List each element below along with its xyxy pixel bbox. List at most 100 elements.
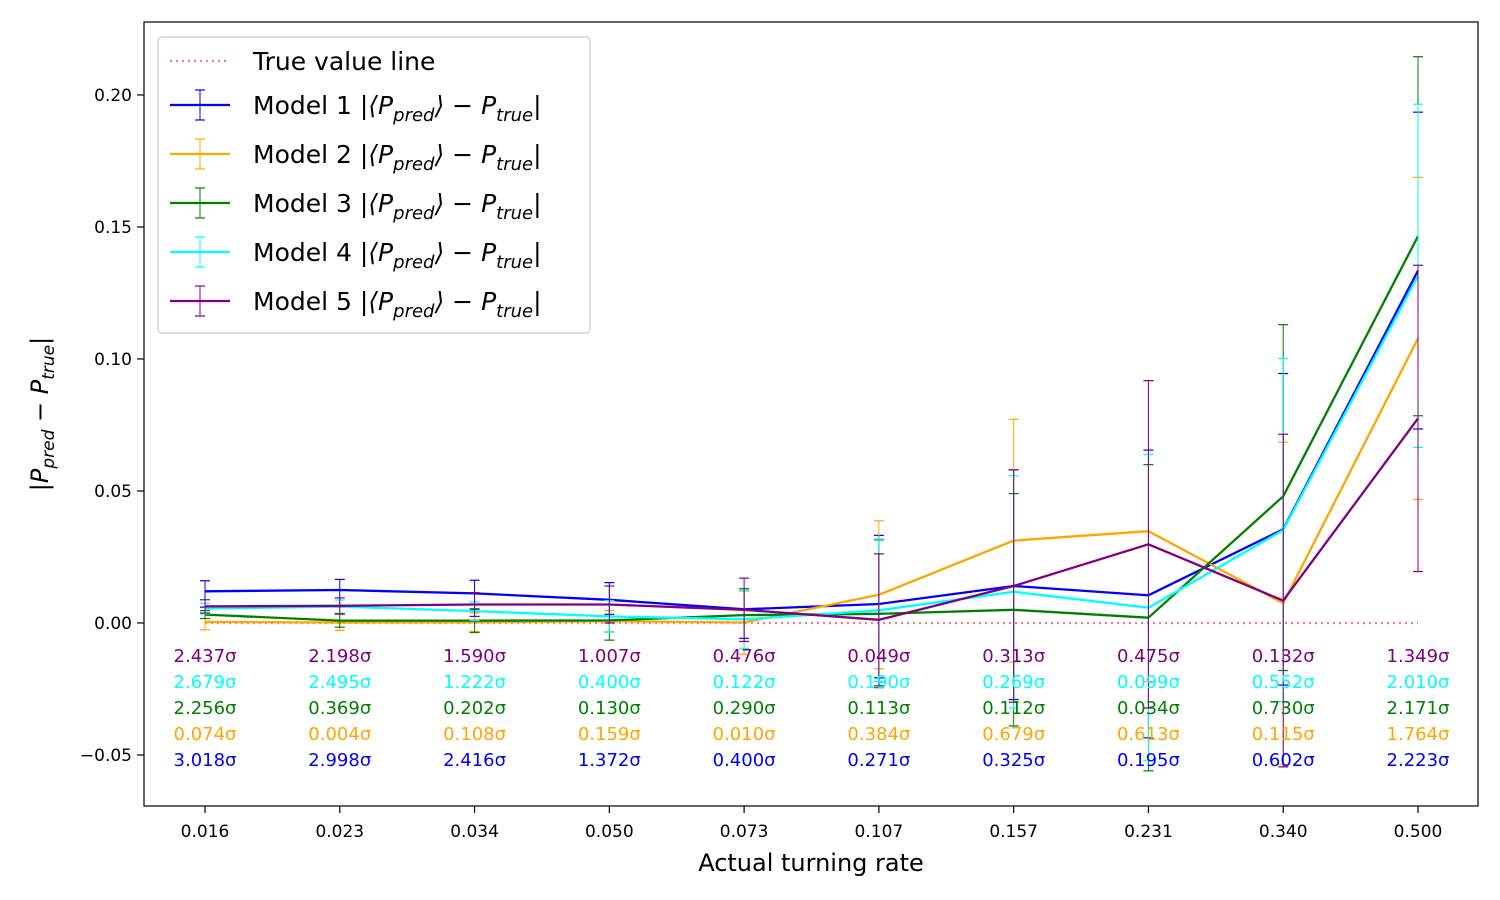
model-3-sigma-label: 0.369σ xyxy=(308,698,371,719)
x-tick-label: 0.034 xyxy=(450,822,499,842)
model-5-sigma-label: 0.049σ xyxy=(847,646,910,667)
model-1-sigma-label: 0.195σ xyxy=(1117,750,1180,771)
x-tick-label: 0.157 xyxy=(989,822,1038,842)
legend-text-part: |⟨P xyxy=(360,287,394,316)
legend-text-part: true xyxy=(496,301,533,322)
x-tick-label: 0.073 xyxy=(720,822,769,842)
legend-text-part: | xyxy=(533,287,541,316)
model-2-sigma-label: 0.384σ xyxy=(847,724,910,745)
legend-text-part: Model 1 xyxy=(253,91,360,120)
legend-model-3-label: Model 3 |⟨Ppred⟩ − Ptrue| xyxy=(253,189,542,224)
chart-marks xyxy=(200,56,1423,772)
y-tick-label: 0.10 xyxy=(94,350,132,370)
y-axis-title-mid: − P xyxy=(26,379,54,429)
legend-model-2-label: Model 2 |⟨Ppred⟩ − Ptrue| xyxy=(253,140,542,175)
model-1-sigma-label: 2.998σ xyxy=(308,750,371,771)
legend-text-part: true xyxy=(496,154,533,175)
model-3-sigma-label: 2.171σ xyxy=(1387,698,1450,719)
legend-text-part: pred xyxy=(392,252,435,273)
legend-text-part: ⟩ − P xyxy=(433,91,497,120)
legend-text-part: |⟨P xyxy=(360,91,394,120)
y-axis-title-part: |P xyxy=(26,468,54,491)
legend-text-part: |⟨P xyxy=(360,238,394,267)
legend-text-part: | xyxy=(533,91,541,120)
model-5-sigma-label: 2.198σ xyxy=(308,646,371,667)
x-tick-label: 0.340 xyxy=(1259,822,1308,842)
model-1-sigma-label: 2.223σ xyxy=(1387,750,1450,771)
model-1-sigma-label: 0.602σ xyxy=(1252,750,1315,771)
model-3-sigma-label: 0.113σ xyxy=(847,698,910,719)
model-4-sigma-label: 0.099σ xyxy=(1117,672,1180,693)
model-1-sigma-label: 0.325σ xyxy=(982,750,1045,771)
x-axis-title: Actual turning rate xyxy=(698,849,924,877)
legend-true-line-label: True value line xyxy=(252,47,435,76)
legend-text-part: |⟨P xyxy=(360,140,394,169)
legend-text-part: pred xyxy=(392,301,435,322)
x-tick-label: 0.107 xyxy=(855,822,904,842)
legend-text-part: true xyxy=(496,252,533,273)
legend-text-part: true xyxy=(496,105,533,126)
model-5-line xyxy=(204,417,1419,621)
model-1-sigma-label: 3.018σ xyxy=(174,750,237,771)
y-tick-label: 0.15 xyxy=(94,218,132,238)
y-axis-title-sub-pred: pred xyxy=(39,429,59,469)
model-5-sigma-label: 0.132σ xyxy=(1252,646,1315,667)
model-4-sigma-label: 2.495σ xyxy=(308,672,371,693)
model-1-sigma-label: 2.416σ xyxy=(443,750,506,771)
legend-text-part: Model 3 xyxy=(253,189,360,218)
plot-frame xyxy=(143,21,1479,807)
legend-text-part: Model 4 xyxy=(253,238,360,267)
x-tick-label: 0.023 xyxy=(315,822,364,842)
legend-model-5-label: Model 5 |⟨Ppred⟩ − Ptrue| xyxy=(253,287,542,322)
model-3-sigma-label: 0.290σ xyxy=(713,698,776,719)
model-1-line xyxy=(204,270,1420,611)
legend-text-part: ⟩ − P xyxy=(433,238,497,267)
model-2-line xyxy=(204,337,1420,624)
y-tick-label: 0.00 xyxy=(94,614,132,634)
legend-text-part: Model 5 xyxy=(253,287,360,316)
model-2-sigma-label: 0.159σ xyxy=(578,724,641,745)
model-4-sigma-label: 2.010σ xyxy=(1387,672,1450,693)
legend-text-part: |⟨P xyxy=(360,189,394,218)
legend-text-part: ⟩ − P xyxy=(433,287,497,316)
legend-text-part: | xyxy=(533,238,541,267)
model-2-sigma-label: 0.115σ xyxy=(1252,724,1315,745)
legend-text-part: pred xyxy=(392,154,435,175)
model-3-sigma-label: 0.202σ xyxy=(443,698,506,719)
model-5-sigma-label: 1.007σ xyxy=(578,646,641,667)
legend-text-part: true xyxy=(496,203,533,224)
model-4-sigma-label: 0.400σ xyxy=(578,672,641,693)
model-5-sigma-label: 0.313σ xyxy=(982,646,1045,667)
model-4-sigma-label: 0.552σ xyxy=(1252,672,1315,693)
model-5-sigma-label: 1.349σ xyxy=(1387,646,1450,667)
axes: −0.05 0.00 0.05 0.10 0.15 0.20 0.016 0.023 0.034… xyxy=(80,86,1442,842)
model-4-sigma-label: 0.122σ xyxy=(713,672,776,693)
model-5-sigma-label: 1.590σ xyxy=(443,646,506,667)
model-3-sigma-label: 0.730σ xyxy=(1252,698,1315,719)
model-3-sigma-label: 2.256σ xyxy=(174,698,237,719)
y-axis-title-end: | xyxy=(26,337,54,345)
y-tick-label: 0.20 xyxy=(94,86,132,106)
legend-model-1-label: Model 1 |⟨Ppred⟩ − Ptrue| xyxy=(253,91,542,126)
model-5-series xyxy=(200,264,1423,768)
legend-text-part: Model 2 xyxy=(253,140,360,169)
model-2-sigma-label: 0.010σ xyxy=(713,724,776,745)
model-3-sigma-label: 0.034σ xyxy=(1117,698,1180,719)
model-4-sigma-label: 0.269σ xyxy=(982,672,1045,693)
legend-text-part: | xyxy=(533,189,541,218)
x-tick-label: 0.231 xyxy=(1124,822,1173,842)
x-tick-label: 0.050 xyxy=(585,822,634,842)
model-2-sigma-label: 0.613σ xyxy=(1117,724,1180,745)
sigma-labels: 2.437σ 2.198σ 1.590σ 1.007σ 0.476σ 0.049σ 0.31… xyxy=(174,646,1450,771)
legend-box xyxy=(157,36,591,334)
model-3-sigma-label: 0.112σ xyxy=(982,698,1045,719)
model-2-sigma-label: 0.108σ xyxy=(443,724,506,745)
legend-text-part: | xyxy=(533,140,541,169)
model-2-sigma-label: 1.764σ xyxy=(1387,724,1450,745)
model-2-sigma-label: 0.004σ xyxy=(308,724,371,745)
model-4-sigma-label: 0.190σ xyxy=(847,672,910,693)
model-4-sigma-label: 2.679σ xyxy=(174,672,237,693)
model-2-sigma-label: 0.679σ xyxy=(982,724,1045,745)
